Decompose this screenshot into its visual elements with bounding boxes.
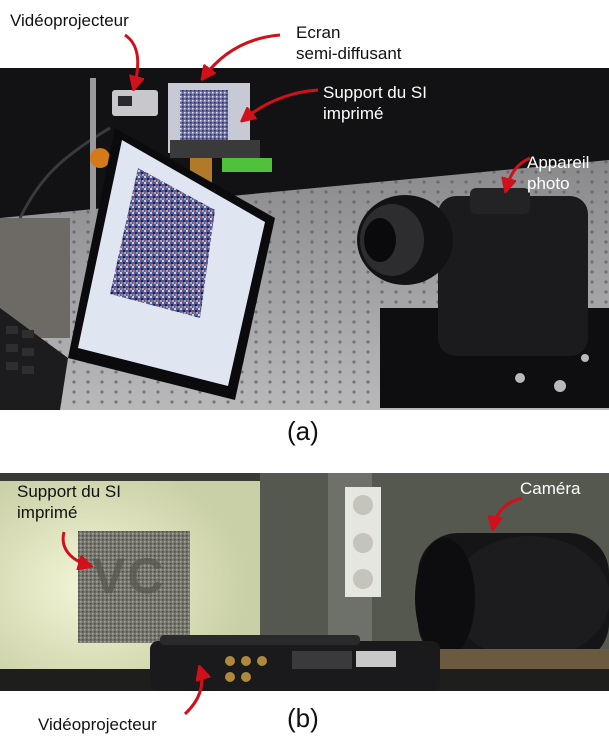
label-ecran: Ecran semi-diffusant [296,23,402,63]
caption-a: (a) [287,416,319,446]
label-camera: Caméra [520,479,581,498]
label-support-b: Support du SI imprimé [17,482,121,522]
projected-text-vc: VC [92,548,166,604]
label-videoprojecteur-a: Vidéoprojecteur [10,11,129,30]
caption-b: (b) [287,703,319,733]
photo-setup-a [0,68,609,410]
label-support-a: Support du SI imprimé [323,83,427,123]
label-appareil: Appareil photo [527,153,590,193]
photo-setup-b [0,473,609,691]
label-videoprojecteur-b: Vidéoprojecteur [38,715,157,734]
